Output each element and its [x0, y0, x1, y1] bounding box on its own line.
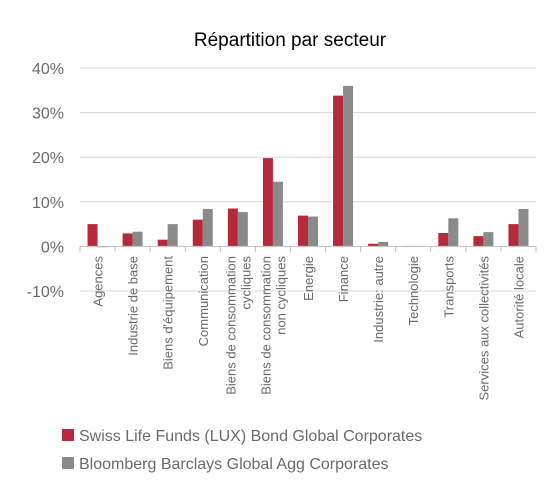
- bar-series-1: [157, 239, 168, 247]
- bar-series-2: [167, 224, 178, 247]
- chart-title: Répartition par secteur: [194, 30, 387, 51]
- y-tick-label: 20%: [32, 150, 64, 167]
- bar-series-2: [202, 208, 213, 247]
- bar-series-2: [343, 85, 354, 247]
- bar-series-1: [122, 233, 133, 247]
- x-tick-label: Autorité locale: [511, 256, 526, 338]
- gridlines: [80, 67, 536, 292]
- bar-series-1: [298, 215, 308, 247]
- x-tick-label: Finance: [336, 256, 351, 302]
- x-tick-label: Agences: [91, 256, 106, 307]
- x-tick-label: Energie: [301, 256, 316, 301]
- bar-series-1: [368, 243, 379, 247]
- bar-series-2: [448, 218, 459, 247]
- y-tick-label: 0%: [41, 239, 64, 256]
- bar-series-1: [192, 219, 203, 247]
- y-tick-label: 10%: [32, 195, 64, 212]
- y-tick-label: 40%: [32, 61, 64, 78]
- x-axis: [79, 245, 537, 253]
- legend-label-1: Swiss Life Funds (LUX) Bond Global Corpo…: [79, 428, 422, 445]
- y-axis-tick-labels: 40% 30% 20% 10% 0% -10%: [27, 61, 64, 301]
- bar-series-1: [438, 233, 449, 247]
- x-tick-label: Communication: [196, 256, 211, 346]
- bar-series-2: [132, 231, 143, 247]
- x-tick-label: Biens d'équipement: [161, 256, 176, 370]
- x-tick-label: Biens de consommation: [258, 256, 273, 395]
- x-tick-label: Services aux collectivités: [476, 256, 491, 401]
- legend: Swiss Life Funds (LUX) Bond Global Corpo…: [62, 428, 422, 473]
- legend-label-2: Bloomberg Barclays Global Agg Corporates: [79, 456, 389, 473]
- x-tick-label: non cycliques: [273, 256, 288, 335]
- bar-series-2: [237, 212, 248, 247]
- y-tick-label: -10%: [27, 284, 64, 301]
- x-tick-label: Biens de consommation: [223, 256, 238, 395]
- bar-series-2: [308, 216, 318, 247]
- x-tick-label: cycliques: [238, 256, 253, 310]
- bar-series-2: [483, 232, 494, 247]
- bar-series-1: [227, 208, 238, 247]
- bar-series-2: [272, 181, 283, 247]
- bar-series-1: [473, 236, 484, 247]
- x-tick-label: Industrie de base: [126, 256, 141, 356]
- bar-series-1: [508, 224, 519, 247]
- bar-series-1: [87, 224, 98, 247]
- y-tick-label: 30%: [32, 106, 64, 123]
- bar-series-2: [518, 208, 529, 247]
- x-tick-label: Transports: [441, 256, 456, 318]
- bars: [87, 85, 529, 248]
- bar-series-1: [262, 158, 273, 247]
- legend-swatch-2: [62, 457, 74, 469]
- x-tick-label: Industrie: autre: [371, 256, 386, 343]
- legend-swatch-1: [62, 429, 74, 441]
- bar-series-2: [378, 241, 389, 247]
- x-tick-label: Technologie: [406, 256, 421, 325]
- x-axis-tick-labels: Agences Industrie de base Biens d'équipeme…: [91, 256, 527, 401]
- bar-series-1: [333, 95, 344, 247]
